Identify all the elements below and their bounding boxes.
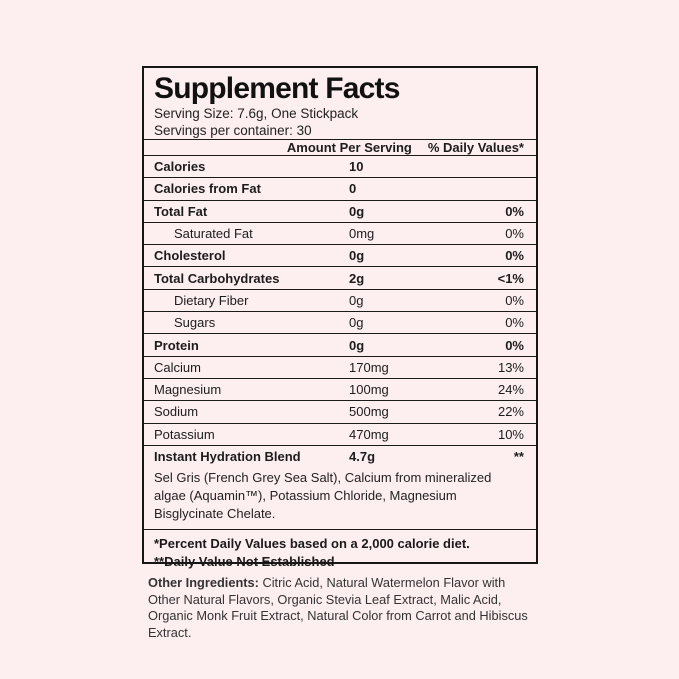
- daily-values-header: % Daily Values*: [427, 140, 524, 155]
- nutrient-row: Calcium 170mg 13%: [144, 355, 536, 378]
- nutrient-row: Instant Hydration Blend 4.7g **: [144, 444, 536, 467]
- other-ingredients-paragraph: Other Ingredients: Citric Acid, Natural …: [148, 575, 540, 641]
- nutrient-daily-value: 0%: [505, 203, 524, 219]
- nutrient-amount: 170mg: [349, 359, 389, 375]
- nutrient-amount: 470mg: [349, 426, 389, 442]
- nutrient-amount: 100mg: [349, 382, 389, 398]
- nutrient-name: Dietary Fiber: [174, 292, 249, 308]
- nutrient-name: Calories from Fat: [154, 181, 261, 197]
- nutrient-name: Potassium: [154, 426, 215, 442]
- nutrient-amount: 0g: [349, 248, 365, 264]
- nutrient-daily-value: 22%: [497, 404, 524, 420]
- nutrient-amount: 2g: [349, 270, 365, 286]
- title-section: Supplement Facts Serving Size: 7.6g, One…: [144, 68, 536, 139]
- nutrient-row: Sugars 0g 0%: [144, 311, 536, 333]
- nutrient-amount: 0g: [349, 292, 364, 308]
- nutrient-row: Saturated Fat 0mg 0%: [144, 221, 536, 244]
- nutrient-daily-value: 0%: [505, 315, 524, 331]
- nutrient-row: Total Carbohydrates 2g <1%: [144, 266, 536, 288]
- footnote-section: *Percent Daily Values based on a 2,000 c…: [144, 529, 536, 576]
- other-ingredients-text: Citric Acid, Natural Watermelon Flavor w…: [148, 575, 528, 640]
- amount-per-serving-header: Amount Per Serving: [286, 140, 412, 155]
- nutrient-row: Calories from Fat 0: [144, 177, 536, 199]
- servings-per-container-line: Servings per container: 30: [154, 122, 312, 138]
- footnote-not-established: **Daily Value Not Established: [154, 553, 335, 569]
- nutrient-name: Cholesterol: [154, 248, 226, 264]
- supplement-facts-panel: Supplement Facts Serving Size: 7.6g, One…: [142, 66, 538, 569]
- nutrient-amount: 0: [349, 181, 357, 197]
- nutrient-row: Potassium 470mg 10%: [144, 422, 536, 445]
- footnote-daily-values: *Percent Daily Values based on a 2,000 c…: [154, 536, 470, 552]
- nutrient-name: Total Carbohydrates: [154, 270, 280, 286]
- nutrient-amount: 500mg: [349, 404, 389, 420]
- nutrient-amount: 4.7g: [349, 449, 376, 464]
- nutrient-daily-value: 10%: [497, 426, 524, 442]
- panel-title: Supplement Facts: [154, 72, 400, 105]
- nutrient-name: Sodium: [154, 404, 199, 420]
- nutrient-daily-value: 24%: [497, 382, 524, 398]
- nutrient-name: Calcium: [154, 359, 201, 375]
- nutrient-row: Magnesium 100mg 24%: [144, 377, 536, 400]
- nutrient-name: Sugars: [174, 315, 216, 331]
- nutrient-daily-value: **: [513, 449, 524, 464]
- nutrient-amount: 10: [349, 159, 364, 175]
- nutrient-name: Total Fat: [154, 203, 208, 219]
- nutrient-row: Protein 0g 0%: [144, 333, 536, 355]
- nutrient-row: Cholesterol 0g 0%: [144, 244, 536, 266]
- nutrient-row: Dietary Fiber 0g 0%: [144, 288, 536, 311]
- nutrient-name: Instant Hydration Blend: [154, 449, 301, 464]
- serving-size-line: Serving Size: 7.6g, One Stickpack: [154, 106, 359, 121]
- other-ingredients-label: Other Ingredients:: [148, 575, 259, 590]
- nutrient-daily-value: 0%: [505, 226, 524, 242]
- nutrient-name: Saturated Fat: [174, 226, 253, 242]
- nutrient-name: Magnesium: [154, 382, 222, 398]
- nutrient-row: Total Fat 0g 0%: [144, 199, 536, 222]
- nutrient-row: Sodium 500mg 22%: [144, 400, 536, 422]
- table-header-row: Amount Per Serving % Daily Values*: [144, 139, 536, 155]
- nutrient-daily-value: <1%: [497, 270, 524, 286]
- nutrient-amount: 0g: [349, 337, 365, 353]
- nutrient-row: Calories 10: [144, 155, 536, 177]
- nutrient-amount: 0g: [349, 315, 364, 331]
- nutrient-amount: 0g: [349, 203, 365, 219]
- nutrient-name: Calories: [154, 159, 206, 175]
- nutrient-daily-value: 0%: [505, 248, 524, 264]
- nutrient-daily-value: 13%: [497, 359, 524, 375]
- nutrient-daily-value: 0%: [505, 337, 524, 353]
- nutrient-rows: Calories 10 Calories from Fat 0 Total Fat 0g 0…: [144, 155, 536, 467]
- blend-description: Sel Gris (French Grey Sea Salt), Calcium…: [154, 470, 492, 522]
- nutrient-amount: 0mg: [349, 226, 375, 242]
- nutrient-name: Protein: [154, 337, 199, 353]
- nutrient-daily-value: 0%: [505, 292, 524, 308]
